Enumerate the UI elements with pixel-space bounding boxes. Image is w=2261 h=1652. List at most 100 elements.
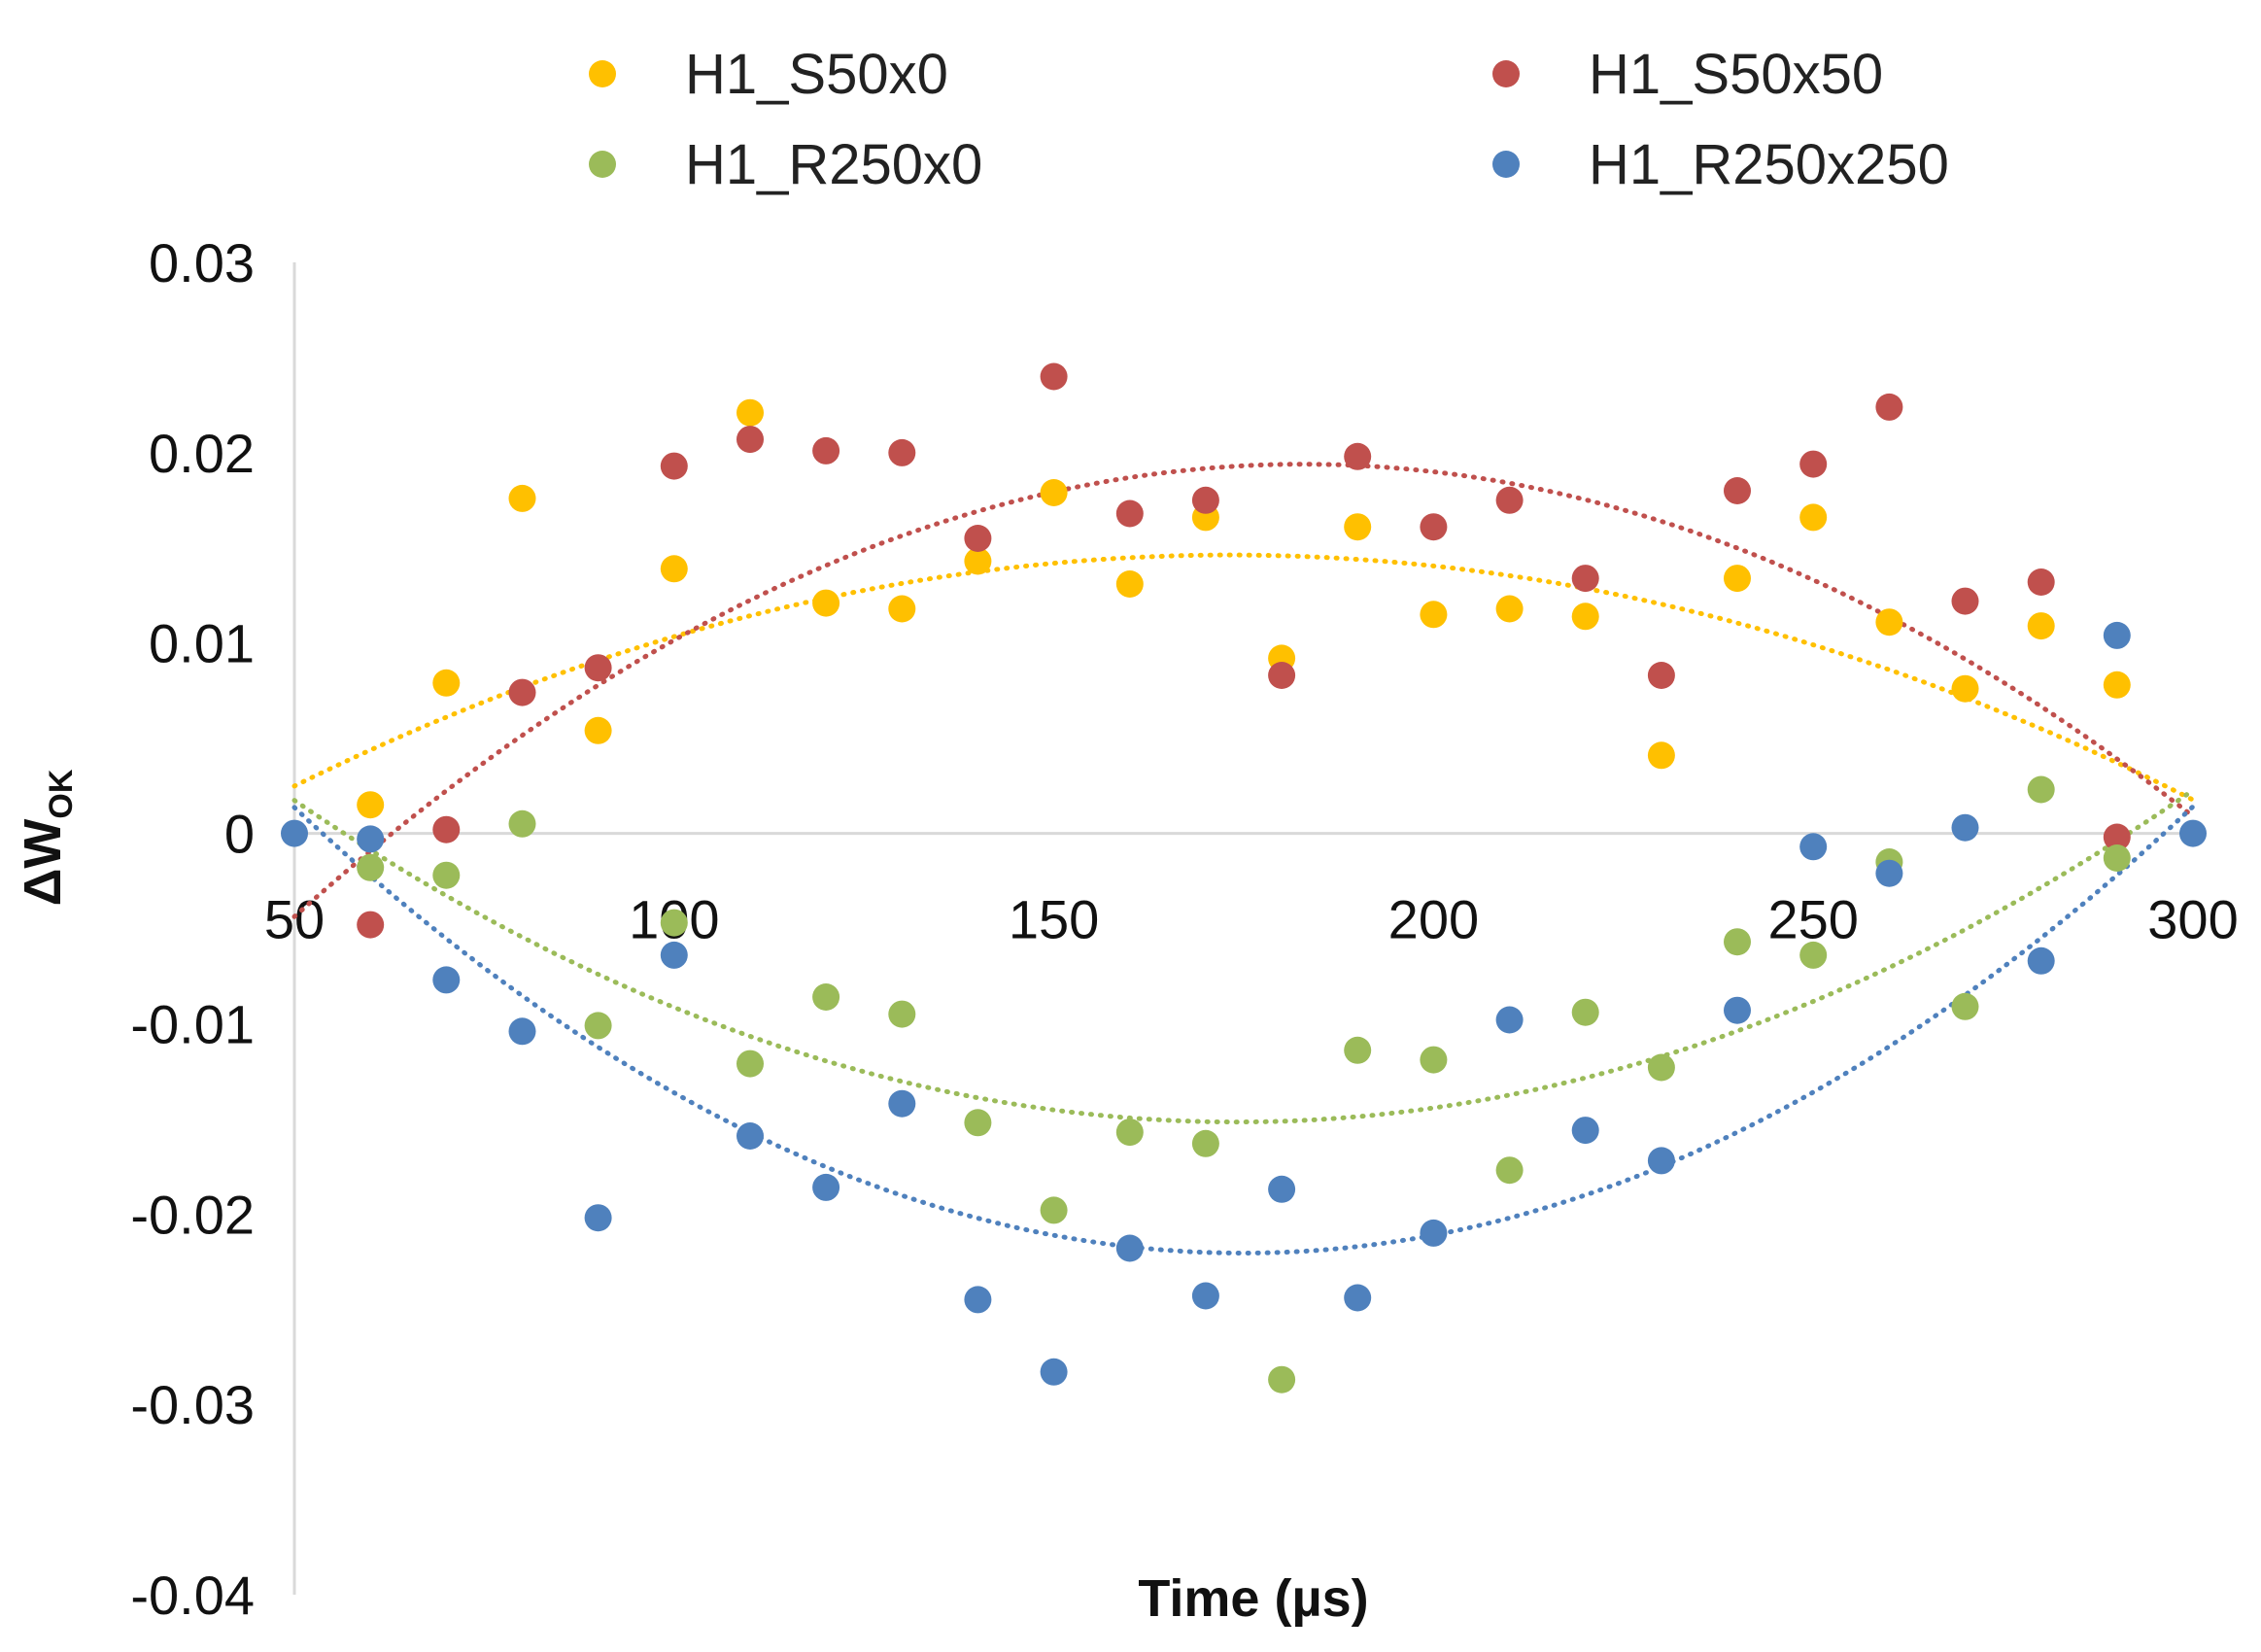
trendlines: [291, 462, 2196, 1256]
data-point-h1-r250x0: [1115, 1119, 1144, 1147]
data-point-h1-s50x50: [584, 654, 612, 682]
data-point-h1-r250x250: [2103, 621, 2131, 649]
data-point-h1-s50x50: [1420, 513, 1448, 541]
data-point-h1-r250x0: [508, 809, 536, 838]
y-axis-title: ΔWOK: [14, 769, 80, 906]
x-tick-label: 300: [2147, 889, 2238, 950]
data-point-h1-r250x250: [888, 1089, 916, 1118]
x-tick-labels: 50100150200250300: [264, 889, 2239, 950]
legend-marker-h1-s50x0: [589, 60, 616, 87]
data-point-h1-r250x0: [1191, 1129, 1219, 1157]
data-point-h1-r250x0: [1495, 1156, 1524, 1185]
data-point-h1-r250x0: [432, 861, 461, 889]
data-point-h1-r250x0: [1268, 1365, 1296, 1394]
data-point-h1-s50x0: [1875, 608, 1903, 637]
legend-entry-h1-s50x50: H1_S50x50: [1492, 43, 1883, 106]
trendline-h1-s50x50: [291, 462, 2196, 919]
data-point-h1-s50x0: [964, 547, 992, 575]
y-axis-title-main: ΔW: [14, 819, 72, 907]
data-point-h1-s50x50: [1268, 662, 1296, 689]
legend-entry-h1-r250x250: H1_R250x250: [1492, 133, 1949, 196]
data-point-h1-r250x0: [1724, 928, 1751, 956]
data-point-h1-s50x0: [1420, 601, 1448, 629]
data-point-h1-s50x50: [1724, 477, 1751, 504]
data-point-h1-s50x50: [1951, 587, 1979, 615]
data-point-h1-r250x250: [660, 941, 688, 969]
data-point-h1-s50x0: [660, 555, 688, 583]
y-tick-label: 0: [224, 804, 255, 865]
data-point-h1-s50x0: [508, 484, 536, 512]
data-point-h1-r250x0: [1647, 1053, 1675, 1082]
legend: H1_S50x0 H1_S50x50 H1_R250x0 H1_R250x250: [589, 43, 1949, 196]
data-point-h1-r250x0: [1951, 992, 1979, 1020]
data-point-h1-s50x0: [1799, 503, 1828, 532]
y-tick-label: -0.02: [130, 1184, 255, 1245]
data-point-h1-s50x0: [1724, 565, 1751, 593]
data-point-h1-s50x50: [1495, 486, 1524, 514]
data-point-h1-r250x0: [812, 983, 840, 1011]
legend-entry-h1-r250x0: H1_R250x0: [589, 133, 982, 196]
data-point-h1-r250x0: [1344, 1036, 1372, 1064]
data-point-h1-r250x0: [1571, 998, 1599, 1026]
legend-entry-h1-s50x0: H1_S50x0: [589, 43, 948, 106]
data-point-h1-s50x0: [737, 398, 764, 427]
data-point-h1-r250x250: [1420, 1219, 1448, 1247]
data-point-h1-r250x0: [584, 1012, 612, 1040]
data-point-h1-r250x250: [432, 966, 461, 994]
data-point-h1-r250x250: [1724, 996, 1751, 1024]
data-point-h1-r250x0: [964, 1109, 992, 1137]
data-point-h1-r250x250: [584, 1204, 612, 1232]
data-point-h1-s50x0: [432, 669, 461, 697]
data-point-h1-r250x250: [1571, 1117, 1599, 1145]
data-point-h1-s50x50: [1040, 362, 1068, 391]
legend-label-h1-s50x0: H1_S50x0: [685, 43, 948, 106]
data-point-h1-r250x250: [1951, 813, 1979, 842]
trendline-h1-s50x0: [291, 552, 2196, 803]
data-point-h1-s50x50: [1799, 450, 1828, 478]
x-axis-title: Time (µs): [1138, 1569, 1368, 1628]
data-point-h1-r250x0: [660, 909, 688, 937]
data-point-h1-s50x50: [1571, 565, 1599, 593]
data-point-h1-r250x250: [1040, 1358, 1068, 1386]
data-point-h1-s50x50: [1191, 486, 1219, 514]
data-point-h1-s50x50: [1344, 442, 1372, 470]
legend-marker-h1-s50x50: [1492, 60, 1520, 87]
y-tick-label: -0.01: [130, 993, 255, 1054]
data-point-h1-s50x50: [2103, 823, 2131, 851]
data-point-h1-s50x0: [1495, 595, 1524, 623]
data-point-h1-r250x250: [1875, 859, 1903, 887]
data-point-h1-s50x50: [964, 525, 992, 552]
data-point-h1-r250x250: [1115, 1234, 1144, 1262]
data-point-h1-r250x250: [1268, 1175, 1296, 1203]
data-point-h1-s50x50: [357, 911, 385, 939]
data-point-h1-r250x250: [812, 1173, 840, 1201]
y-tick-label: 0.03: [149, 232, 255, 293]
data-point-h1-r250x250: [1495, 1006, 1524, 1034]
data-point-h1-s50x0: [2103, 671, 2131, 699]
data-point-h1-s50x50: [737, 426, 764, 454]
data-point-h1-r250x250: [508, 1017, 536, 1046]
legend-label-h1-r250x0: H1_R250x0: [685, 133, 982, 196]
data-point-h1-r250x250: [2179, 819, 2207, 847]
data-point-h1-r250x0: [2103, 844, 2131, 872]
x-tick-label: 150: [1009, 889, 1099, 950]
y-axis-title-subscript: OK: [43, 769, 80, 818]
data-point-h1-s50x0: [1571, 602, 1599, 631]
data-point-h1-r250x0: [1420, 1046, 1448, 1074]
y-tick-label: 0.02: [149, 423, 255, 484]
data-point-h1-s50x50: [2027, 568, 2055, 596]
data-point-h1-r250x0: [1040, 1196, 1068, 1224]
data-point-h1-s50x0: [1040, 479, 1068, 506]
data-point-h1-s50x50: [812, 436, 840, 465]
data-point-h1-r250x0: [737, 1050, 764, 1078]
data-point-h1-s50x0: [888, 595, 916, 623]
data-point-h1-s50x0: [2027, 612, 2055, 640]
y-tick-label: -0.04: [130, 1565, 255, 1626]
data-point-h1-s50x50: [1647, 662, 1675, 689]
y-tick-label: 0.01: [149, 613, 255, 674]
legend-label-h1-r250x250: H1_R250x250: [1589, 133, 1949, 196]
data-point-h1-r250x250: [1344, 1284, 1372, 1312]
data-point-h1-r250x250: [357, 825, 385, 853]
data-point-h1-s50x50: [432, 815, 461, 843]
data-point-h1-s50x50: [888, 438, 916, 466]
